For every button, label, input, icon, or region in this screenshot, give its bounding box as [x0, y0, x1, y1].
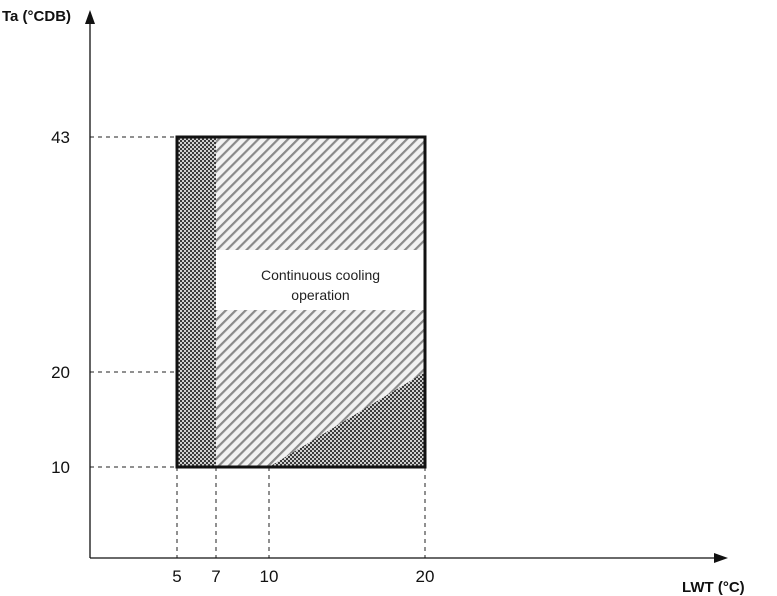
operating-envelope: [175, 135, 427, 469]
tick-labels: 5 7 10 20 10 20 43: [51, 128, 434, 586]
x-axis-title: LWT (°C): [682, 579, 745, 596]
y-tick-label: 10: [51, 458, 70, 477]
annotation-line-1: Continuous cooling: [261, 267, 380, 283]
guide-lines: [90, 136, 426, 558]
x-tick-label: 7: [211, 567, 220, 586]
annotation-box: [216, 250, 425, 310]
x-tick-label: 20: [416, 567, 435, 586]
x-axis-arrow-icon: [714, 553, 728, 563]
checkered-region-triangle: [269, 372, 425, 467]
regions: [177, 137, 425, 467]
x-tick-label: 5: [172, 567, 181, 586]
axes: [85, 10, 728, 563]
y-axis-arrow-icon: [85, 10, 95, 24]
annotation-line-2: operation: [291, 287, 349, 303]
checkered-region-left: [177, 137, 216, 467]
y-tick-label: 43: [51, 128, 70, 147]
y-tick-label: 20: [51, 363, 70, 382]
x-tick-label: 10: [260, 567, 279, 586]
y-axis-title: Ta (°CDB): [2, 8, 71, 25]
